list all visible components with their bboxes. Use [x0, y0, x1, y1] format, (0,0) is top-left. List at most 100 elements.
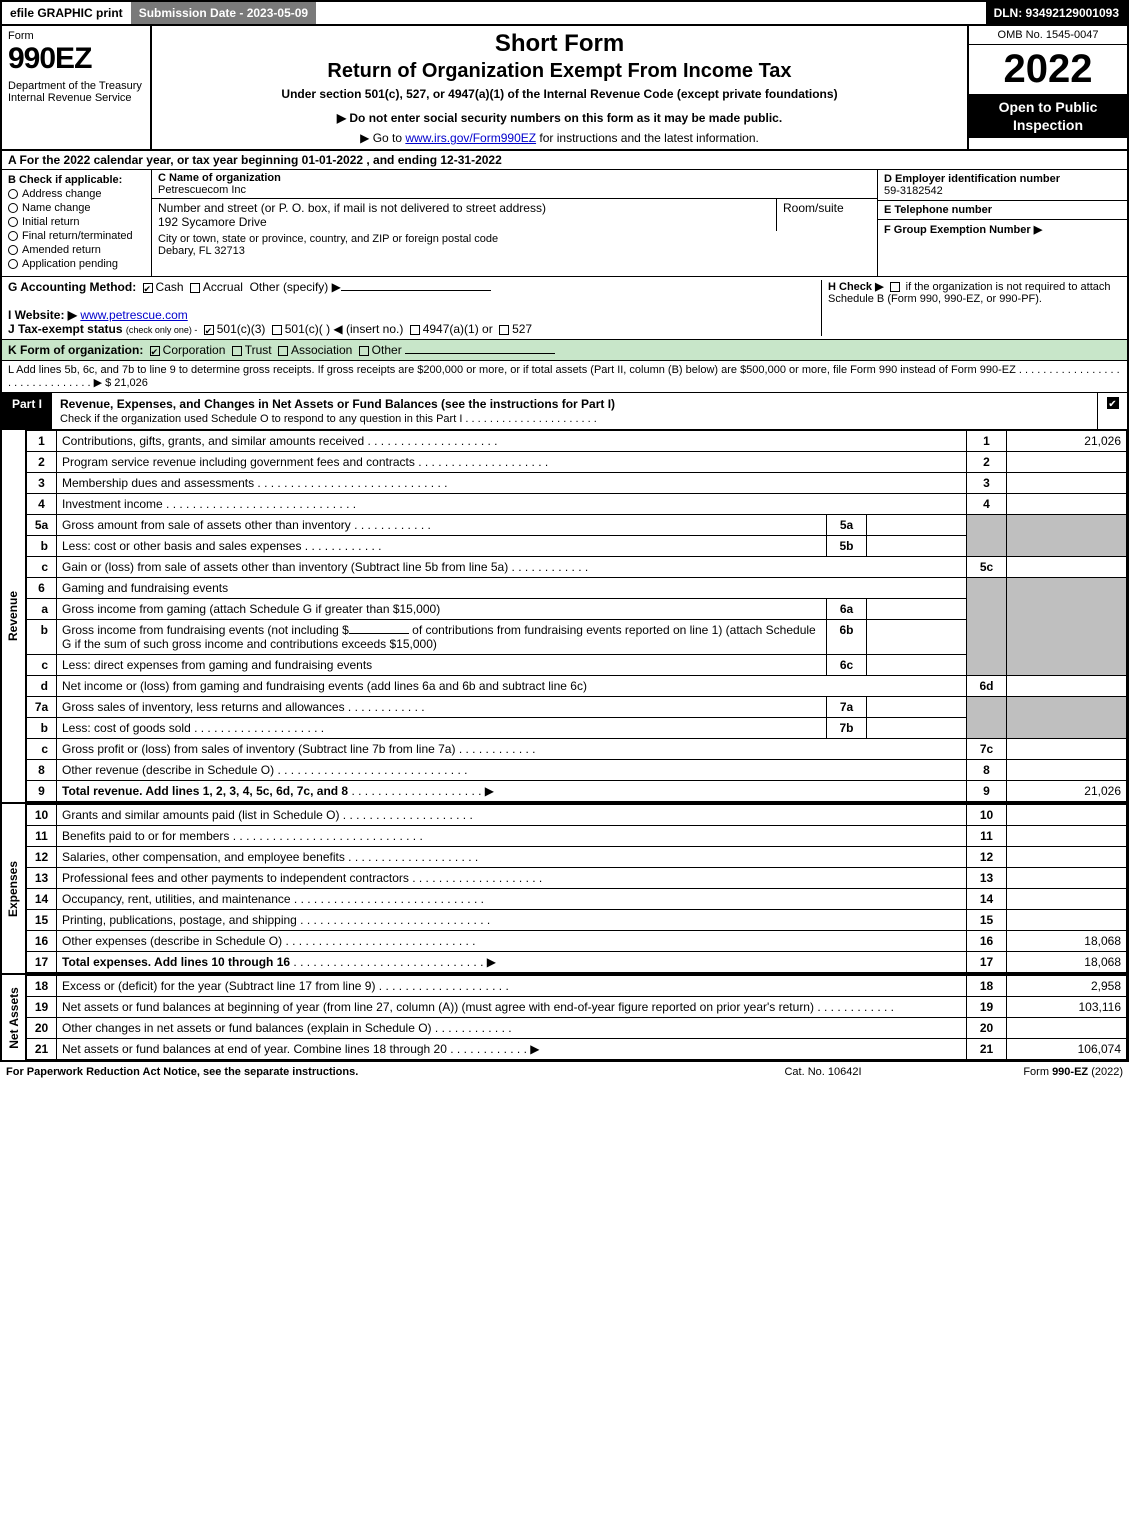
header-left: Form 990EZ Department of the Treasury In…: [2, 26, 152, 149]
instr-goto: ▶ Go to www.irs.gov/Form990EZ for instru…: [160, 131, 959, 145]
efile-label[interactable]: efile GRAPHIC print: [2, 2, 131, 24]
section-b: B Check if applicable: Address change Na…: [2, 170, 152, 276]
netassets-side-label: Net Assets: [2, 975, 26, 1060]
section-c: C Name of organization Petrescuecom Inc …: [152, 170, 877, 276]
chk-assoc[interactable]: [278, 346, 288, 356]
chk-501c3[interactable]: [204, 325, 214, 335]
open-to-public: Open to Public Inspection: [969, 94, 1127, 138]
val-6d: [1007, 676, 1127, 697]
header-right: OMB No. 1545-0047 2022 Open to Public In…: [967, 26, 1127, 149]
val-15: [1007, 910, 1127, 931]
gross-receipts: 21,026: [114, 377, 148, 389]
val-18: 2,958: [1007, 976, 1127, 997]
line-16: 16Other expenses (describe in Schedule O…: [27, 931, 1127, 952]
val-2: [1007, 452, 1127, 473]
val-20: [1007, 1018, 1127, 1039]
line-15: 15Printing, publications, postage, and s…: [27, 910, 1127, 931]
instr-ssn: ▶ Do not enter social security numbers o…: [160, 111, 959, 125]
cb-initial-return[interactable]: Initial return: [8, 216, 145, 228]
section-bcd: B Check if applicable: Address change Na…: [2, 170, 1127, 277]
part-1-header: Part I Revenue, Expenses, and Changes in…: [2, 393, 1127, 430]
d-row: D Employer identification number 59-3182…: [878, 170, 1127, 201]
form-990ez: Form 990EZ Department of the Treasury In…: [0, 26, 1129, 1062]
line-11: 11Benefits paid to or for members11: [27, 826, 1127, 847]
line-18: 18Excess or (deficit) for the year (Subt…: [27, 976, 1127, 997]
revenue-side-label: Revenue: [2, 430, 26, 802]
line-9: 9Total revenue. Add lines 1, 2, 3, 4, 5c…: [27, 781, 1127, 802]
val-8: [1007, 760, 1127, 781]
chk-accrual[interactable]: [190, 283, 200, 293]
chk-schedule-b[interactable]: [890, 282, 900, 292]
submission-date: Submission Date - 2023-05-09: [131, 2, 316, 24]
other-org-input[interactable]: [405, 353, 555, 354]
part-1-check[interactable]: [1097, 393, 1127, 429]
omb-number: OMB No. 1545-0047: [969, 26, 1127, 45]
subtitle: Under section 501(c), 527, or 4947(a)(1)…: [160, 87, 959, 101]
form-header: Form 990EZ Department of the Treasury In…: [2, 26, 1127, 151]
val-3: [1007, 473, 1127, 494]
line-a: A For the 2022 calendar year, or tax yea…: [2, 151, 1127, 170]
val-7c: [1007, 739, 1127, 760]
val-6b: [867, 620, 967, 655]
form-ref: Form 990-EZ (2022): [923, 1066, 1123, 1078]
other-method-input[interactable]: [341, 290, 491, 291]
val-5a: [867, 515, 967, 536]
val-14: [1007, 889, 1127, 910]
netassets-table: 18Excess or (deficit) for the year (Subt…: [26, 975, 1127, 1060]
revenue-table: 1Contributions, gifts, grants, and simil…: [26, 430, 1127, 802]
paperwork-notice: For Paperwork Reduction Act Notice, see …: [6, 1066, 723, 1078]
line-l: L Add lines 5b, 6c, and 7b to line 9 to …: [2, 361, 1127, 393]
expenses-side-label: Expenses: [2, 804, 26, 973]
val-21: 106,074: [1007, 1039, 1127, 1060]
top-bar: efile GRAPHIC print Submission Date - 20…: [0, 0, 1129, 26]
val-10: [1007, 805, 1127, 826]
val-1: 21,026: [1007, 431, 1127, 452]
dln-label: DLN: 93492129001093: [986, 2, 1127, 24]
chk-cash[interactable]: [143, 283, 153, 293]
section-def: D Employer identification number 59-3182…: [877, 170, 1127, 276]
c-name-row: C Name of organization Petrescuecom Inc: [152, 170, 877, 199]
val-4: [1007, 494, 1127, 515]
header-center: Short Form Return of Organization Exempt…: [152, 26, 967, 149]
cb-name-change[interactable]: Name change: [8, 202, 145, 214]
chk-501c[interactable]: [272, 325, 282, 335]
line-20: 20Other changes in net assets or fund ba…: [27, 1018, 1127, 1039]
chk-trust[interactable]: [232, 346, 242, 356]
val-6c: [867, 655, 967, 676]
revenue-section: Revenue 1Contributions, gifts, grants, a…: [2, 430, 1127, 804]
line-5a: 5aGross amount from sale of assets other…: [27, 515, 1127, 536]
line-g-h: G Accounting Method: Cash Accrual Other …: [2, 277, 1127, 340]
val-16: 18,068: [1007, 931, 1127, 952]
cb-amended-return[interactable]: Amended return: [8, 244, 145, 256]
val-5b: [867, 536, 967, 557]
line-10: 10Grants and similar amounts paid (list …: [27, 805, 1127, 826]
cb-address-change[interactable]: Address change: [8, 188, 145, 200]
irs-link[interactable]: www.irs.gov/Form990EZ: [405, 131, 536, 145]
chk-4947[interactable]: [410, 325, 420, 335]
line-7b: bLess: cost of goods sold7b: [27, 718, 1127, 739]
cb-final-return[interactable]: Final return/terminated: [8, 230, 145, 242]
chk-other-org[interactable]: [359, 346, 369, 356]
val-5c: [1007, 557, 1127, 578]
chk-527[interactable]: [499, 325, 509, 335]
part-1-title: Revenue, Expenses, and Changes in Net As…: [52, 393, 1097, 429]
val-9: 21,026: [1007, 781, 1127, 802]
org-city: Debary, FL 32713: [158, 245, 245, 257]
org-name: Petrescuecom Inc: [158, 184, 246, 196]
val-19: 103,116: [1007, 997, 1127, 1018]
c-city-row: City or town, state or province, country…: [152, 231, 877, 259]
line-19: 19Net assets or fund balances at beginni…: [27, 997, 1127, 1018]
cb-application-pending[interactable]: Application pending: [8, 258, 145, 270]
line-13: 13Professional fees and other payments t…: [27, 868, 1127, 889]
line-2: 2Program service revenue including gover…: [27, 452, 1127, 473]
website-link[interactable]: www.petrescue.com: [80, 308, 187, 322]
part-1-tag: Part I: [2, 393, 52, 429]
line-5b: bLess: cost or other basis and sales exp…: [27, 536, 1127, 557]
netassets-section: Net Assets 18Excess or (deficit) for the…: [2, 975, 1127, 1060]
ein: 59-3182542: [884, 185, 943, 197]
line-6a: aGross income from gaming (attach Schedu…: [27, 599, 1127, 620]
b-title: B Check if applicable:: [8, 174, 145, 186]
tax-year: 2022: [969, 45, 1127, 94]
chk-corp[interactable]: [150, 346, 160, 356]
line-17: 17Total expenses. Add lines 10 through 1…: [27, 952, 1127, 973]
